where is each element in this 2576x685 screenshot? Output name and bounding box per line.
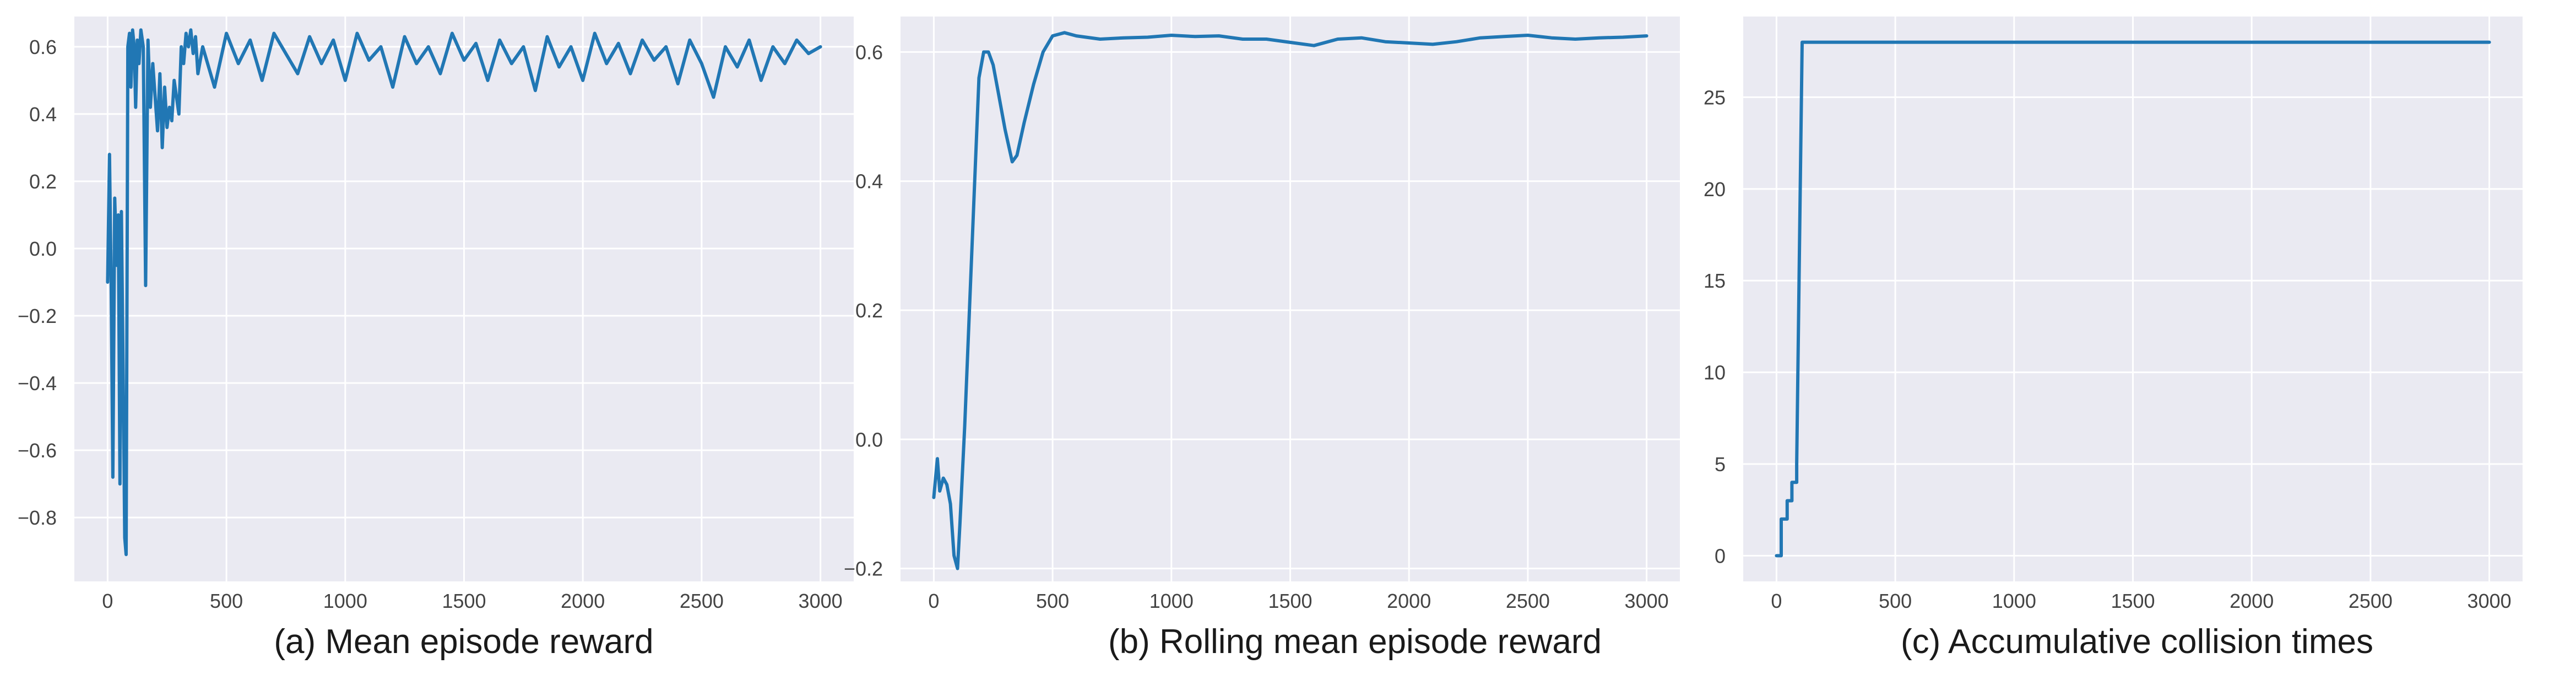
panel-accumulative-collision-times: 0 500 1000 1500 2000 2500 3000 0 5 10 15 20 25 (c) Ac… xyxy=(1704,17,2523,661)
x-tick-label: 1000 xyxy=(1992,590,2036,612)
x-tick-label: 2500 xyxy=(1506,590,1550,612)
y-tick-label: 10 xyxy=(1704,362,1726,384)
x-tick-label: 500 xyxy=(1036,590,1069,612)
y-tick-label: 0.2 xyxy=(29,170,57,193)
x-tick-label: 3000 xyxy=(1625,590,1669,612)
y-tick-label: 0.6 xyxy=(855,41,883,63)
y-tick-label: 0.2 xyxy=(855,299,883,322)
panel-caption: (c) Accumulative collision times xyxy=(1901,623,2373,661)
x-tick-label: 2000 xyxy=(1387,590,1431,612)
y-tick-label: −0.4 xyxy=(18,372,57,395)
y-tick-label: 0.6 xyxy=(29,36,57,58)
x-tick-label: 0 xyxy=(1771,590,1782,612)
y-tick-label: 0.0 xyxy=(29,238,57,260)
x-tick-label: 2500 xyxy=(680,590,724,612)
y-tick-label: −0.6 xyxy=(18,439,57,462)
x-tick-label: 2000 xyxy=(561,590,605,612)
y-tick-label: −0.2 xyxy=(18,305,57,327)
x-tick-label: 500 xyxy=(210,590,243,612)
y-tick-label: 20 xyxy=(1704,178,1726,201)
x-tick-label: 0 xyxy=(928,590,939,612)
x-tick-label: 1000 xyxy=(1149,590,1194,612)
x-tick-label: 3000 xyxy=(2467,590,2512,612)
x-tick-label: 3000 xyxy=(799,590,843,612)
panel-rolling-mean-episode-reward: 0 500 1000 1500 2000 2500 3000 −0.2 0.0 0.2 0.4 0.6… xyxy=(844,17,1680,661)
y-tick-label: −0.2 xyxy=(844,558,883,580)
x-tick-label: 1000 xyxy=(323,590,367,612)
panel-caption: (b) Rolling mean episode reward xyxy=(1108,623,1602,661)
y-tick-label: 0.4 xyxy=(29,103,57,126)
y-tick-label: 25 xyxy=(1704,86,1726,109)
panel-caption: (a) Mean episode reward xyxy=(274,623,653,661)
y-tick-label: −0.8 xyxy=(18,506,57,529)
y-tick-label: 15 xyxy=(1704,269,1726,292)
x-tick-label: 2000 xyxy=(2230,590,2274,612)
series-line xyxy=(1775,40,2491,558)
y-tick-label: 0.4 xyxy=(855,170,883,193)
x-tick-label: 1500 xyxy=(1268,590,1312,612)
x-tick-label: 0 xyxy=(102,590,113,612)
x-tick-label: 1500 xyxy=(2111,590,2155,612)
y-tick-label: 0 xyxy=(1715,544,1726,567)
panel-mean-episode-reward: 0 500 1000 1500 2000 2500 3000 −0.8 −0.6 −0.4 −0.2… xyxy=(18,17,854,661)
series-line xyxy=(106,28,822,557)
x-tick-label: 500 xyxy=(1879,590,1912,612)
y-tick-label: 5 xyxy=(1715,453,1726,476)
y-tick-label: 0.0 xyxy=(855,428,883,451)
series-line xyxy=(932,31,1648,570)
x-tick-label: 1500 xyxy=(442,590,486,612)
x-tick-label: 2500 xyxy=(2349,590,2393,612)
